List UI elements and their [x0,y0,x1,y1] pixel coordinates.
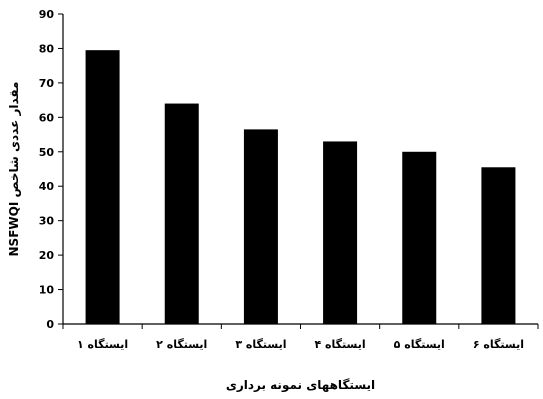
bar-2 [164,103,199,324]
y-tick-label: 70 [39,77,55,90]
x-axis-ticks: ایستگاه ۱ ایستگاه ۲ ایستگاه ۳ ایستگاه ۴ ایست… [62,324,539,351]
x-category-label: ایستگاه ۵ [394,338,445,351]
y-tick-label: 80 [39,42,55,55]
y-axis-title: مقدار عددی شاخص NSFWQI [7,82,21,257]
x-category-label: ایستگاه ۳ [235,338,286,351]
y-tick-label: 90 [39,8,55,21]
bar-3 [243,129,278,324]
x-category-label: ایستگاه ۱ [77,338,128,351]
y-tick-label: 30 [39,215,55,228]
x-category-label: ایستگاه ۲ [156,338,207,351]
y-tick-label: 40 [39,180,55,193]
y-tick-label: 0 [46,318,54,331]
y-tick-label: 10 [39,284,55,297]
y-tick-label: 50 [39,146,55,159]
x-axis-title: ایستگاههای نمونه برداری [226,378,375,393]
bar-1 [85,50,120,325]
y-tick-label: 20 [39,249,55,262]
bars [85,50,516,325]
y-axis-ticks: 0 10 20 30 40 50 60 70 80 90 [39,8,63,331]
bar-5 [402,151,437,324]
bar-6 [481,167,516,324]
bar-4 [323,141,358,324]
x-category-label: ایستگاه ۶ [473,338,524,351]
y-tick-label: 60 [39,111,55,124]
x-category-label: ایستگاه ۴ [315,338,366,351]
